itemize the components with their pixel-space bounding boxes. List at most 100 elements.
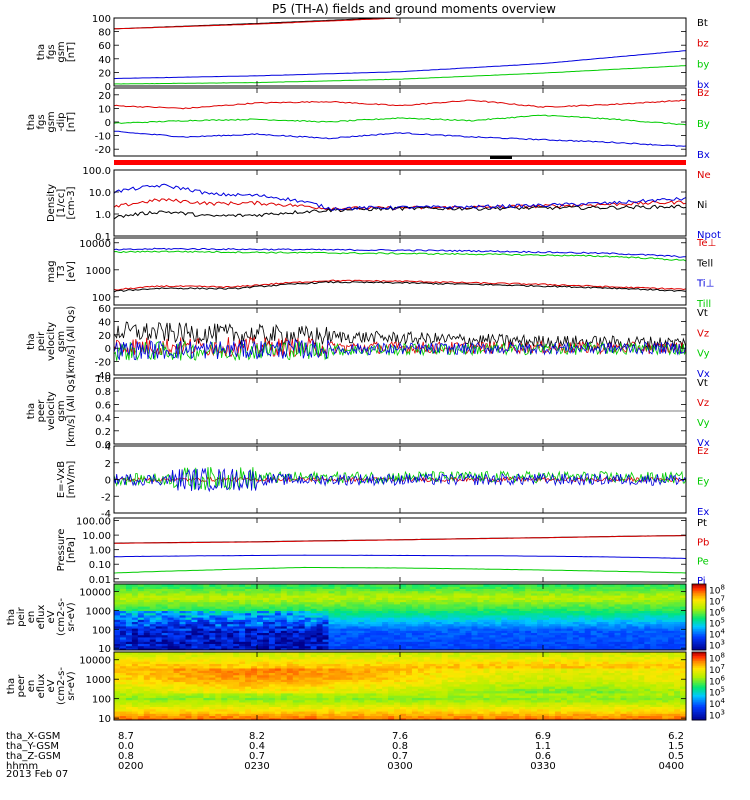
y-tick-label: 100 — [92, 14, 111, 25]
colorbar-tick-label: 104 — [709, 628, 725, 641]
series-by — [114, 65, 686, 85]
y-tick-label: 0.1 — [95, 232, 111, 243]
legend-entry: Bt — [697, 18, 708, 29]
y-tick-label: 0.10 — [89, 560, 111, 571]
colorbar-tick-label: 105 — [709, 617, 725, 630]
figure-title: P5 (TH-A) fields and ground moments over… — [272, 2, 556, 16]
ephemeris-value: 0.7 — [249, 751, 265, 762]
y-axis: 0 20 40 60 80 100 — [92, 14, 687, 93]
y-label-line: gsm — [56, 400, 67, 421]
ephemeris-value: 0330 — [530, 761, 555, 772]
series-lines — [114, 99, 686, 147]
heatmap-cells — [114, 584, 686, 650]
y-tick-label: 0.4 — [95, 414, 111, 425]
legend-entry: Ti⊥ — [696, 279, 714, 290]
y-label-line: peir — [16, 606, 27, 626]
legend-entry: Te⊥ — [696, 238, 716, 249]
y-label-line: [1/cc] — [56, 189, 67, 218]
y-label-line: [cm-3] — [66, 186, 77, 219]
y-tick-label: 10 — [98, 714, 111, 725]
y-axis-label: Pressure [nPa] — [56, 529, 77, 572]
y-axis: -20 -10 0 10 20 — [95, 88, 687, 156]
panel-frame — [113, 17, 687, 87]
y-tick-label: 100 — [92, 695, 111, 706]
ephemeris-row-label: tha_Y-GSM — [6, 741, 59, 752]
y-tick-label: 80 — [98, 28, 111, 39]
colorbar-tick-label: 108 — [709, 652, 725, 665]
y-axis-label: mag T3 [eV] — [46, 260, 77, 282]
y-tick-label: 0.8 — [95, 387, 111, 398]
y-axis: -4 -2 0 2 4 — [101, 442, 687, 520]
quality-flag-bar — [114, 160, 686, 165]
y-label-line: fgs — [46, 44, 57, 59]
legend-entry: Pt — [697, 518, 707, 529]
y-tick-label: 0 — [105, 476, 111, 487]
quality-flag-mark — [490, 156, 512, 159]
series-Te⊥ — [114, 279, 686, 291]
heatmap-cells — [114, 652, 686, 720]
y-label-line: peir — [36, 331, 47, 351]
y-tick-label: 10 — [98, 644, 111, 655]
y-tick-label: 10 — [98, 104, 111, 115]
y-label-line: tha — [6, 609, 17, 625]
y-label-line: gsm — [46, 111, 57, 132]
y-label-line: [km/s] (All Qs) — [66, 306, 77, 378]
y-label-line: eV — [46, 679, 57, 692]
y-label-line: (cm2-s- — [56, 667, 67, 705]
y-tick-label: 20 — [98, 68, 111, 79]
y-tick-label: 1000 — [86, 675, 111, 686]
y-label-line: [eV] — [66, 261, 77, 282]
y-tick-label: 20 — [98, 91, 111, 102]
y-label-line: mag — [46, 260, 57, 282]
colorbar-tick-label: 106 — [709, 674, 725, 687]
y-tick-label: 10.0 — [89, 188, 111, 199]
y-label-line: eflux — [36, 674, 47, 699]
legend-entry: bx — [697, 80, 709, 91]
y-label-line: eV — [46, 610, 57, 623]
ephemeris-value: 0400 — [659, 761, 684, 772]
legend-entry: Npot — [697, 230, 721, 241]
y-tick-label: 60 — [98, 41, 111, 52]
y-axis: 10 100 1000 10000 — [79, 652, 687, 725]
ephemeris-row-label: tha_Z-GSM — [6, 751, 61, 762]
panel-frame — [113, 169, 687, 237]
y-tick-label: 0.2 — [95, 427, 111, 438]
y-tick-label: 1000 — [86, 606, 111, 617]
series-Bx — [114, 130, 686, 147]
legend: Pt Pb Pe Pi — [697, 518, 709, 587]
panel-5: Vt Vz Vy Vx 0.0 0.2 0.4 0.6 0.8 1.0 tha peer velocit… — [26, 374, 710, 451]
y-tick-label: 2 — [105, 459, 111, 470]
panel-0: Bt bz by bx 0 20 40 60 80 100 tha fgs gsm [nT] — [36, 14, 709, 93]
y-tick-label: 1.0 — [95, 374, 111, 385]
panel-2: Ne Ni Npot 0.1 1.0 10.0 100.0 Density [1/cc] [cm-… — [46, 166, 721, 243]
series-bx — [114, 50, 686, 80]
series-lines — [114, 247, 686, 293]
colorbar-tick-label: 105 — [709, 686, 725, 699]
colorbar-tick-label: 103 — [709, 708, 725, 721]
y-tick-label: 4 — [105, 442, 111, 453]
ephemeris-value: 0.4 — [249, 741, 265, 752]
series-Pb — [114, 535, 686, 544]
y-axis: -40 -20 0 20 40 60 — [95, 304, 687, 382]
y-label-line: E=-VxB — [56, 461, 67, 498]
y-label-line: en — [26, 611, 37, 624]
legend-entry: Vx — [697, 438, 710, 449]
colorbar-tick-label: 106 — [709, 606, 725, 619]
colorbar-tick-label: 104 — [709, 697, 725, 710]
legend-entry: Vy — [697, 349, 710, 360]
y-tick-label: 10000 — [79, 588, 111, 599]
legend-entry: bz — [697, 39, 709, 50]
y-label-line: sr-eV) — [66, 671, 77, 700]
legend-entry: Pi — [697, 576, 706, 587]
series-Ni — [114, 204, 686, 220]
y-axis-label: tha peir en eflux eV (cm2-s-sr-eV) — [6, 598, 77, 636]
y-tick-label: 10000 — [79, 656, 111, 667]
ephemeris-value: 0200 — [118, 761, 143, 772]
ephemeris-row-label: tha_X-GSM — [6, 731, 60, 742]
y-label-line: [mV/m] — [66, 461, 77, 499]
y-label-line: velocity — [46, 391, 57, 430]
y-tick-label: 100 — [92, 293, 111, 304]
panel-1: Bz By Bx -20 -10 0 10 20 tha fgs gsm -dip [nT] — [26, 87, 710, 161]
y-axis-label: tha peir velocity gsm [km/s] (All Qs) — [26, 306, 77, 378]
